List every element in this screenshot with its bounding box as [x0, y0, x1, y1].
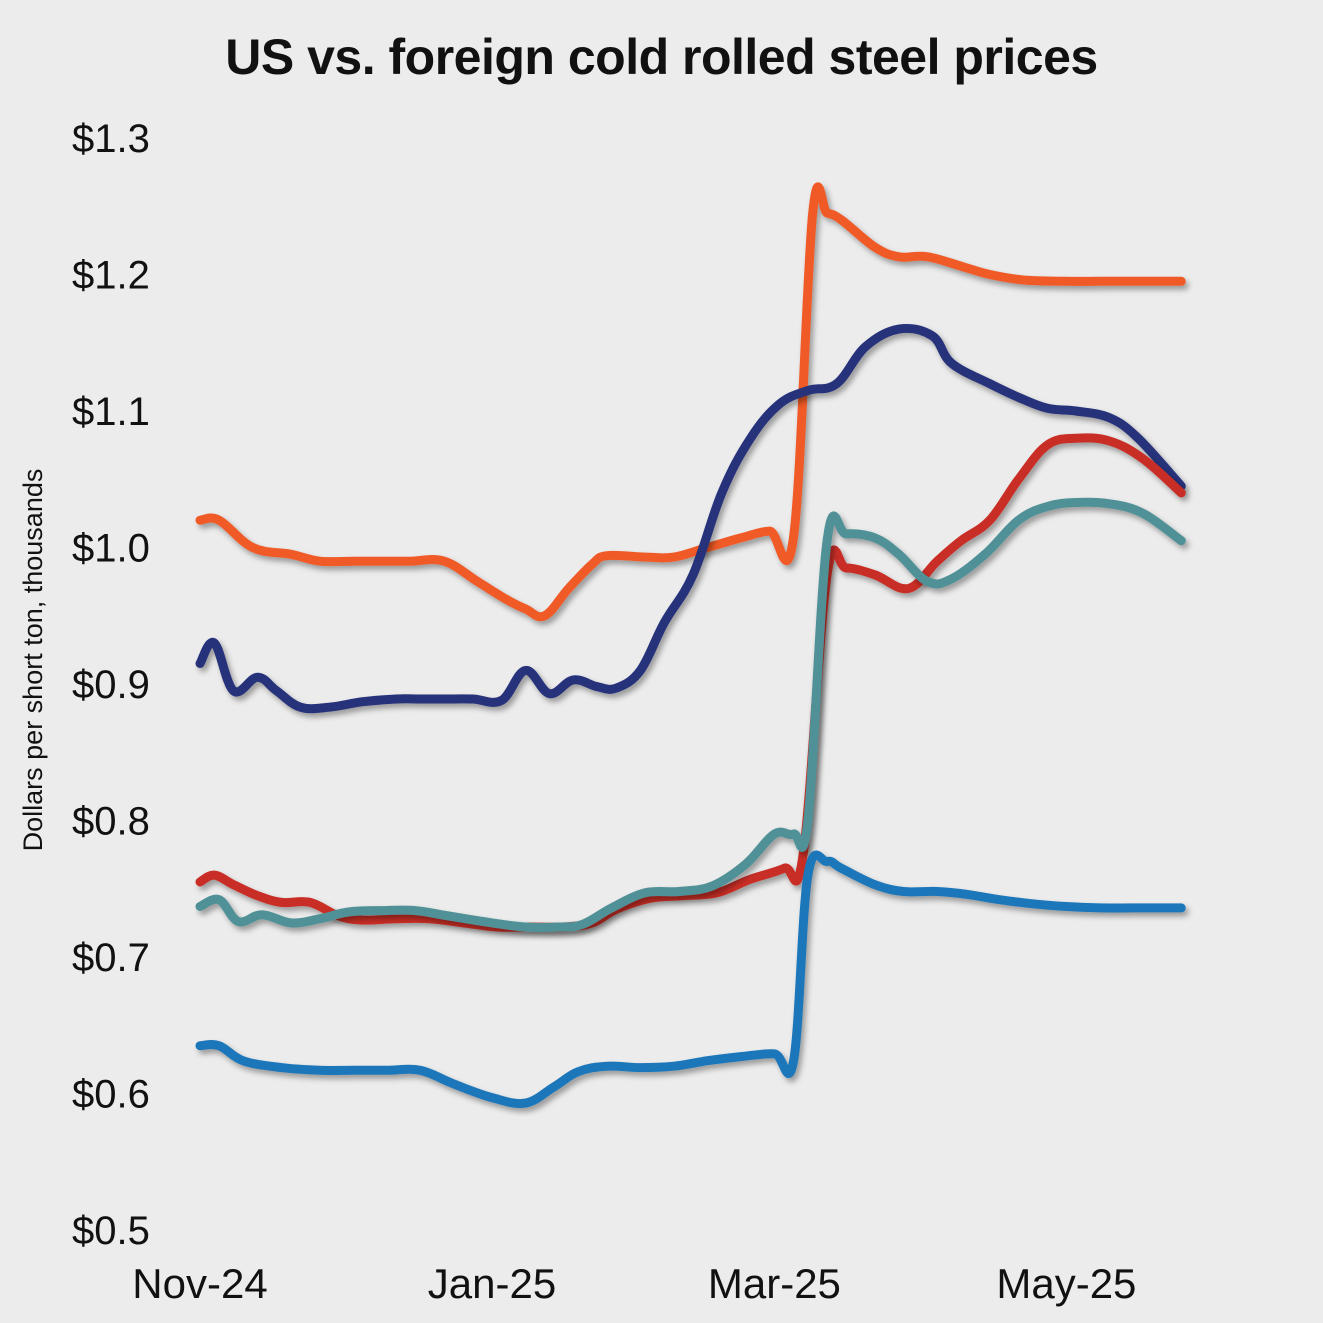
y-tick-label: $1.0: [72, 527, 150, 571]
y-tick-label: $0.5: [72, 1209, 150, 1253]
series-line-4: [195, 497, 1186, 932]
x-tick-label: May-25: [996, 1260, 1136, 1307]
y-axis-label: Dollars per short ton, thousands: [18, 469, 48, 852]
series-group: [195, 182, 1186, 1109]
y-tick-label: $0.7: [72, 936, 150, 980]
y-tick-label: $1.2: [72, 254, 150, 298]
x-tick-label: Jan-25: [428, 1260, 556, 1307]
x-axis: Nov-24 Jan-25 Mar-25 May-25: [132, 1260, 1136, 1307]
y-tick-label: $0.6: [72, 1073, 150, 1117]
y-tick-label: $0.9: [72, 663, 150, 707]
y-tick-label: $0.8: [72, 800, 150, 844]
y-tick-label: $1.1: [72, 390, 150, 434]
x-tick-label: Mar-25: [708, 1260, 841, 1307]
series-line-5: [195, 850, 1186, 1109]
x-tick-label: Nov-24: [132, 1260, 267, 1307]
chart-title: US vs. foreign cold rolled steel prices: [225, 29, 1098, 85]
y-axis: $0.5 $0.6 $0.7 $0.8 $0.9 $1.0 $1.1 $1.2 $1.3: [72, 117, 150, 1253]
y-tick-label: $1.3: [72, 117, 150, 161]
series-line-2: [195, 323, 1186, 714]
